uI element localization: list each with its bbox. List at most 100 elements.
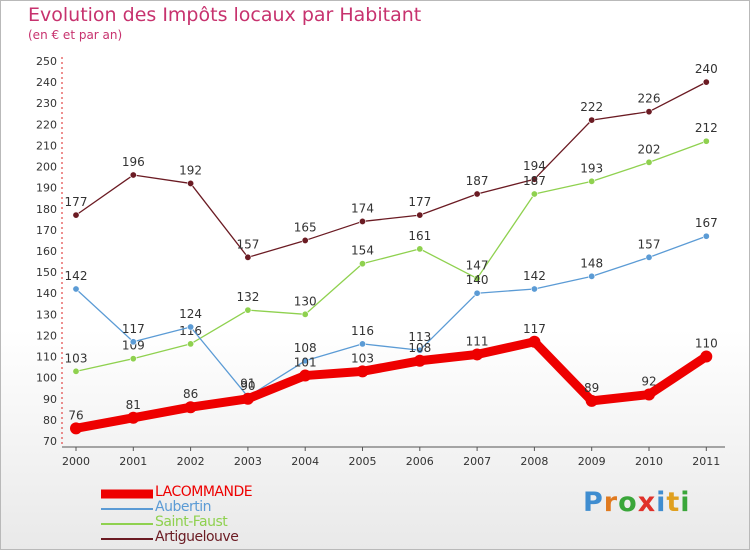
logo-letter: r — [603, 487, 619, 518]
legend-label: Saint-Faust — [155, 514, 228, 530]
data-label: 142 — [523, 269, 546, 283]
y-tick-label: 120 — [36, 329, 57, 342]
x-tick-label: 2004 — [291, 455, 319, 468]
data-label: 117 — [523, 322, 546, 336]
y-tick-label: 210 — [36, 139, 57, 152]
data-label: 226 — [638, 92, 661, 106]
data-point — [416, 211, 424, 219]
data-point — [416, 245, 424, 253]
data-label: 89 — [584, 381, 599, 395]
data-label: 81 — [126, 398, 141, 412]
data-point — [358, 260, 366, 268]
data-point — [528, 335, 541, 348]
data-label: 157 — [236, 237, 259, 251]
y-tick-label: 110 — [36, 351, 57, 364]
data-point — [184, 401, 197, 414]
legend-swatch — [101, 538, 153, 540]
legend-label: Aubertin — [155, 499, 211, 515]
data-label: 117 — [122, 322, 145, 336]
series-line-aubertin — [75, 235, 707, 398]
logo-letter: x — [637, 487, 657, 518]
logo-letter: i — [656, 487, 667, 518]
y-tick-label: 70 — [43, 435, 57, 448]
y-tick-label: 200 — [36, 161, 57, 174]
data-point — [127, 411, 140, 424]
data-label: 140 — [466, 273, 489, 287]
data-label: 154 — [351, 244, 374, 258]
data-point — [702, 137, 710, 145]
x-tick-label: 2001 — [119, 455, 147, 468]
chart-subtitle: (en € et par an) — [28, 28, 123, 42]
data-point — [471, 348, 484, 361]
legend-swatch — [101, 508, 153, 510]
data-label: 86 — [183, 387, 198, 401]
data-label: 192 — [179, 163, 202, 177]
x-tick-label: 2003 — [234, 455, 262, 468]
data-point — [416, 346, 424, 354]
logo-letter: t — [666, 487, 681, 518]
data-label: 142 — [65, 269, 88, 283]
data-label: 177 — [65, 195, 88, 209]
x-tick-label: 2000 — [62, 455, 90, 468]
data-label: 148 — [580, 256, 603, 270]
y-tick-label: 130 — [36, 308, 57, 321]
data-label: 202 — [638, 142, 661, 156]
data-point — [473, 289, 481, 297]
data-point — [645, 253, 653, 261]
data-label: 196 — [122, 155, 145, 169]
data-point — [299, 369, 312, 382]
proxiti-logo: Proxiti — [583, 487, 691, 518]
y-tick-label: 230 — [36, 97, 57, 110]
x-tick-label: 2002 — [177, 455, 205, 468]
data-point — [244, 253, 252, 261]
data-label: 132 — [236, 290, 259, 304]
legend-item: Artiguelouve — [101, 529, 301, 546]
logo-letter: o — [618, 487, 638, 518]
y-tick-label: 150 — [36, 266, 57, 279]
data-label: 240 — [695, 62, 718, 76]
data-label: 187 — [466, 174, 489, 188]
data-point — [187, 323, 195, 331]
data-point — [187, 340, 195, 348]
data-point — [358, 340, 366, 348]
legend-swatch — [101, 523, 153, 525]
data-point — [643, 388, 655, 401]
legend-swatch — [101, 489, 153, 499]
x-tick-label: 2005 — [349, 455, 377, 468]
legend-item: Saint-Faust — [101, 514, 301, 531]
data-label: 177 — [408, 195, 431, 209]
data-point — [585, 394, 598, 407]
data-point — [187, 179, 195, 187]
data-label: 167 — [695, 216, 718, 230]
x-tick-label: 2009 — [578, 455, 606, 468]
data-point — [241, 392, 254, 405]
y-tick-label: 240 — [36, 76, 57, 89]
data-point — [413, 354, 426, 367]
series-line-artiguelouve — [75, 81, 707, 258]
legend-item: Aubertin — [101, 499, 301, 516]
y-tick-label: 190 — [36, 182, 57, 195]
data-label: 108 — [294, 341, 317, 355]
data-label: 108 — [408, 341, 431, 355]
y-tick-label: 250 — [36, 55, 57, 68]
data-point — [244, 306, 252, 314]
data-label: 193 — [580, 161, 603, 175]
y-tick-label: 140 — [36, 287, 57, 300]
x-tick-label: 2007 — [463, 455, 491, 468]
data-label: 124 — [179, 307, 202, 321]
data-point — [72, 285, 80, 293]
y-tick-label: 160 — [36, 245, 57, 258]
y-tick-label: 220 — [36, 118, 57, 131]
data-point — [530, 285, 538, 293]
data-point — [588, 116, 596, 124]
data-label: 110 — [695, 337, 718, 351]
x-tick-label: 2008 — [520, 455, 548, 468]
data-point — [588, 272, 596, 280]
y-tick-label: 80 — [43, 414, 57, 427]
data-point — [129, 338, 137, 346]
data-label: 147 — [466, 258, 489, 272]
data-label: 91 — [240, 377, 255, 391]
data-point — [645, 108, 653, 116]
